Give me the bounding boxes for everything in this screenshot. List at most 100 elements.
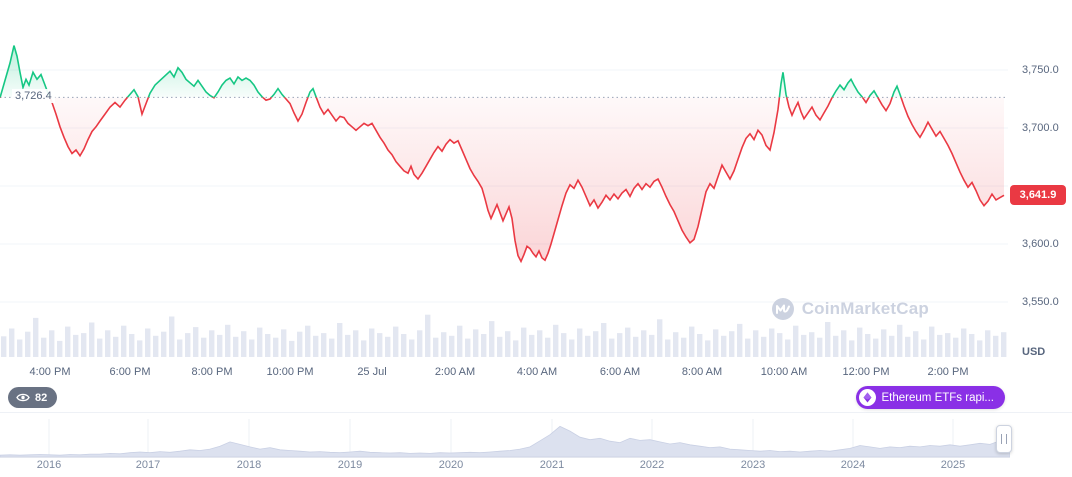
navigator-chart[interactable] [0, 415, 1010, 459]
volume-bar [193, 327, 199, 357]
volume-bar [569, 339, 575, 357]
price-tick-label: 3,700.0 [1022, 122, 1059, 134]
volume-bar [73, 334, 79, 357]
navigator-year-label[interactable]: 2022 [639, 459, 665, 471]
navigator-year-label[interactable]: 2018 [236, 459, 262, 471]
volume-bar [625, 327, 631, 357]
navigator-year-label[interactable]: 2021 [539, 459, 565, 471]
watchers-badge[interactable]: 82 [8, 387, 58, 408]
volume-bar [465, 338, 471, 357]
volume-bar [897, 324, 903, 357]
volume-bar [681, 337, 687, 357]
volume-bar [449, 335, 455, 357]
navigator-year-label[interactable]: 2024 [840, 459, 866, 471]
volume-bar [537, 330, 543, 357]
price-line-red [0, 97, 1005, 264]
navigator-handle[interactable] [996, 425, 1012, 453]
price-scale[interactable]: 3,750.0 3,700.0 3,600.0 3,550.0 3,641.9 USD [1008, 0, 1072, 360]
volume-bar [145, 328, 151, 357]
volume-bar [777, 333, 783, 357]
watermark: CoinMarketCap [771, 297, 929, 321]
timeline-navigator[interactable]: 2016 2017 2018 2019 2020 2021 2022 2023 2024 2025 [0, 412, 1072, 477]
time-tick-label: 4:00 PM [29, 366, 71, 378]
volume-bar [313, 335, 319, 357]
volume-bar [857, 327, 863, 357]
volume-bar [657, 319, 663, 357]
volume-bar [737, 323, 743, 357]
volume-bar [41, 337, 47, 357]
volume-bar [1, 336, 7, 357]
volume-bar [241, 331, 247, 357]
volume-bar [961, 328, 967, 357]
volume-bar [233, 336, 239, 357]
time-tick-label: 2:00 PM [927, 366, 969, 378]
volume-bar [401, 334, 407, 357]
volume-bar [545, 337, 551, 357]
navigator-year-label[interactable]: 2016 [36, 459, 62, 471]
area-below-baseline [0, 97, 1004, 262]
volume-bar [785, 339, 791, 357]
volume-bar [105, 330, 111, 357]
time-axis[interactable]: 4:00 PM 6:00 PM 8:00 PM 10:00 PM 25 Jul 2:00 … [0, 362, 1008, 384]
volume-bar [201, 337, 207, 357]
volume-bar [721, 335, 727, 357]
volume-bar [457, 325, 463, 357]
volume-bar [521, 327, 527, 357]
volume-bar [633, 336, 639, 357]
volume-bar [689, 326, 695, 357]
volume-bar [393, 326, 399, 357]
volume-bar [9, 328, 15, 357]
price-chart[interactable] [0, 0, 1008, 360]
navigator-year-label[interactable]: 2017 [135, 459, 161, 471]
volume-bar [345, 334, 351, 357]
volume-bar [169, 316, 175, 357]
volume-bar [697, 334, 703, 357]
volume-bar [649, 334, 655, 357]
volume-bar [185, 333, 191, 357]
price-tick-label: 3,600.0 [1022, 238, 1059, 250]
volume-bar [641, 330, 647, 357]
volume-bar [297, 331, 303, 357]
volume-bar [713, 329, 719, 357]
volume-bar [217, 334, 223, 357]
price-line-green [0, 45, 902, 98]
volume-bar [609, 338, 615, 357]
volume-bar [337, 323, 343, 357]
time-tick-label: 10:00 AM [760, 366, 808, 378]
volume-bar [673, 332, 679, 357]
news-ticker-text: Ethereum ETFs rapi... [881, 391, 994, 404]
volume-bar [873, 338, 879, 357]
volume-bar [833, 335, 839, 357]
volume-bar [993, 335, 999, 357]
time-tick-label: 4:00 AM [516, 366, 558, 378]
volume-bar [769, 328, 775, 357]
volume-bar [881, 329, 887, 357]
volume-bar [985, 330, 991, 357]
volume-bar [593, 331, 599, 357]
volume-bar [585, 335, 591, 357]
volume-bar [505, 331, 511, 357]
volume-bar [865, 334, 871, 357]
navigator-year-label[interactable]: 2020 [438, 459, 464, 471]
volume-bar [33, 317, 39, 357]
volume-bar [841, 330, 847, 357]
navigator-year-label[interactable]: 2019 [337, 459, 363, 471]
volume-bar [497, 336, 503, 357]
volume-bar [433, 337, 439, 357]
time-tick-label: 2:00 AM [434, 366, 476, 378]
volume-bar [377, 333, 383, 357]
volume-bar [385, 336, 391, 357]
main-chart-area[interactable]: 3,726.4 CoinMarketCap [0, 0, 1008, 360]
news-ticker-badge[interactable]: Ethereum ETFs rapi... [855, 386, 1005, 409]
navigator-year-label[interactable]: 2023 [740, 459, 766, 471]
volume-bar [329, 338, 335, 357]
volume-bar [665, 339, 671, 357]
navigator-year-label[interactable]: 2025 [940, 459, 966, 471]
volume-bar [361, 340, 367, 357]
volume-bar [121, 325, 127, 357]
volume-bar [601, 323, 607, 357]
volume-bar [129, 334, 135, 357]
volume-bar [889, 335, 895, 357]
time-tick-label: 6:00 PM [109, 366, 151, 378]
